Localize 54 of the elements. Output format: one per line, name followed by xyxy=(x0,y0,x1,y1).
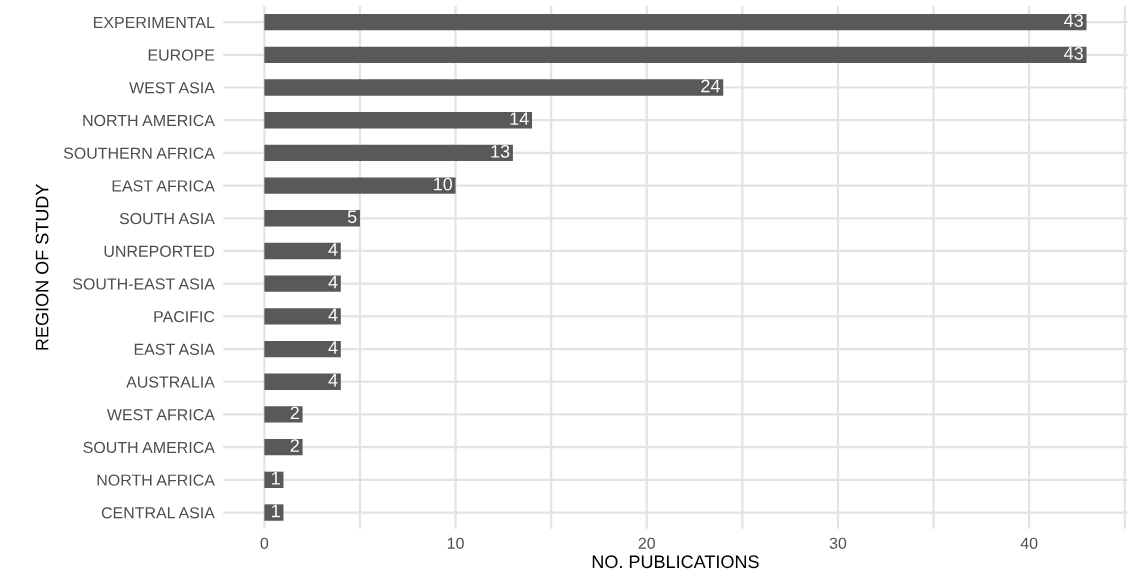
x-axis-title: NO. PUBLICATIONS xyxy=(592,555,759,569)
data-label: 4 xyxy=(328,374,338,387)
bar xyxy=(264,242,341,260)
data-label: 5 xyxy=(347,210,357,224)
data-label: 4 xyxy=(328,275,338,289)
bar xyxy=(264,275,341,292)
y-tick-label: AUSTRALIA xyxy=(126,376,215,388)
bar xyxy=(264,504,284,521)
data-label: 13 xyxy=(491,144,510,158)
data-label: 4 xyxy=(328,243,338,256)
y-tick-label: EAST ASIA xyxy=(134,343,215,355)
bar xyxy=(264,46,1087,63)
y-tick-label: EXPERIMENTAL xyxy=(94,16,215,28)
bar xyxy=(264,112,533,129)
data-label: 1 xyxy=(272,504,280,518)
y-axis-title: REGION OF STUDY xyxy=(35,183,49,350)
y-tick-label: NORTH AFRICA xyxy=(97,474,215,486)
x-tick-label: 30 xyxy=(829,537,847,549)
data-label: 1 xyxy=(272,472,280,485)
y-tick-label: NORTH AMERICA xyxy=(83,114,215,127)
y-tick-label: EAST AFRICA xyxy=(112,180,215,192)
data-label: 43 xyxy=(1064,14,1083,27)
bar xyxy=(264,177,456,194)
data-label: 2 xyxy=(290,439,299,452)
data-label: 2 xyxy=(290,406,299,420)
y-tick-label: SOUTH AMERICA xyxy=(83,441,215,454)
y-tick-label: UNREPORTED xyxy=(104,245,215,257)
bar xyxy=(264,308,341,325)
y-tick-label: SOUTH-EAST ASIA xyxy=(73,278,215,290)
x-tick-label: 0 xyxy=(260,537,269,549)
data-label: 24 xyxy=(701,79,720,93)
bar xyxy=(264,406,303,423)
bar xyxy=(264,373,341,390)
y-tick-label: WEST AFRICA xyxy=(106,409,215,421)
data-label: 14 xyxy=(510,112,529,125)
y-tick-label: SOUTHERN AFRICA xyxy=(63,147,215,159)
bar xyxy=(264,210,360,227)
data-label: 4 xyxy=(328,341,338,354)
data-label: 10 xyxy=(434,177,453,191)
data-label: 4 xyxy=(328,308,338,322)
x-tick-label: 20 xyxy=(638,537,656,549)
x-tick-label: 10 xyxy=(447,537,464,549)
bar xyxy=(264,340,341,358)
data-label: 43 xyxy=(1064,46,1083,60)
y-tick-label: PACIFIC xyxy=(154,311,215,323)
y-tick-label: CENTRAL ASIA xyxy=(101,507,215,519)
y-tick-label: WEST ASIA xyxy=(129,82,215,94)
bar xyxy=(264,144,513,162)
y-tick-label: SOUTH ASIA xyxy=(119,212,215,225)
bar xyxy=(264,79,724,96)
x-tick-label: 40 xyxy=(1020,537,1038,549)
bar xyxy=(264,438,303,456)
bar xyxy=(264,13,1087,31)
y-tick-label: EUROPE xyxy=(148,49,215,61)
